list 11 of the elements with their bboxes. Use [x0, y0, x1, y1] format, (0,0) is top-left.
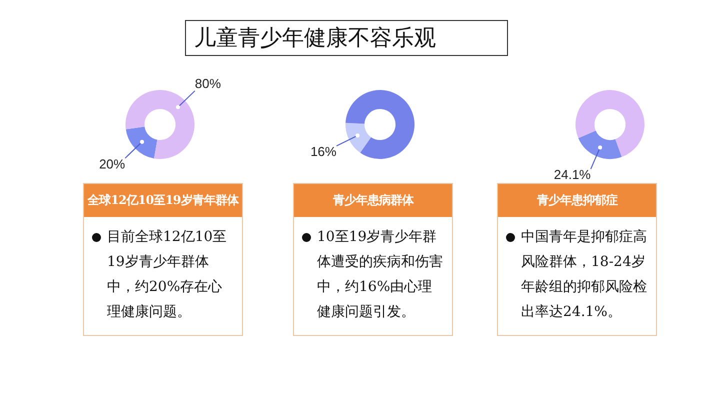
text: 青少年患病群体 — [294, 184, 452, 217]
data-label: 80% — [194, 76, 222, 91]
data-label: 20% — [99, 156, 126, 172]
data-label: 16% — [310, 144, 337, 159]
text: 目前全球12亿10至19岁青少年群体中，约20%存在心理健康问题。 — [107, 229, 227, 320]
text: 10至19岁青少年群体遭受的疾病和伤害中，约16%由心理健康问题引发。 — [317, 229, 443, 320]
text: 青少年患抑郁症 — [498, 184, 656, 217]
data-label: 24.1% — [554, 167, 592, 182]
text: 全球12亿10至19岁青年群体 — [84, 184, 242, 217]
text: 中国青年是抑郁症高风险群体，18-24岁年龄组的抑郁风险检出率达24.1%。 — [521, 229, 647, 320]
text: 儿童青少年健康不容乐观 — [185, 20, 508, 56]
